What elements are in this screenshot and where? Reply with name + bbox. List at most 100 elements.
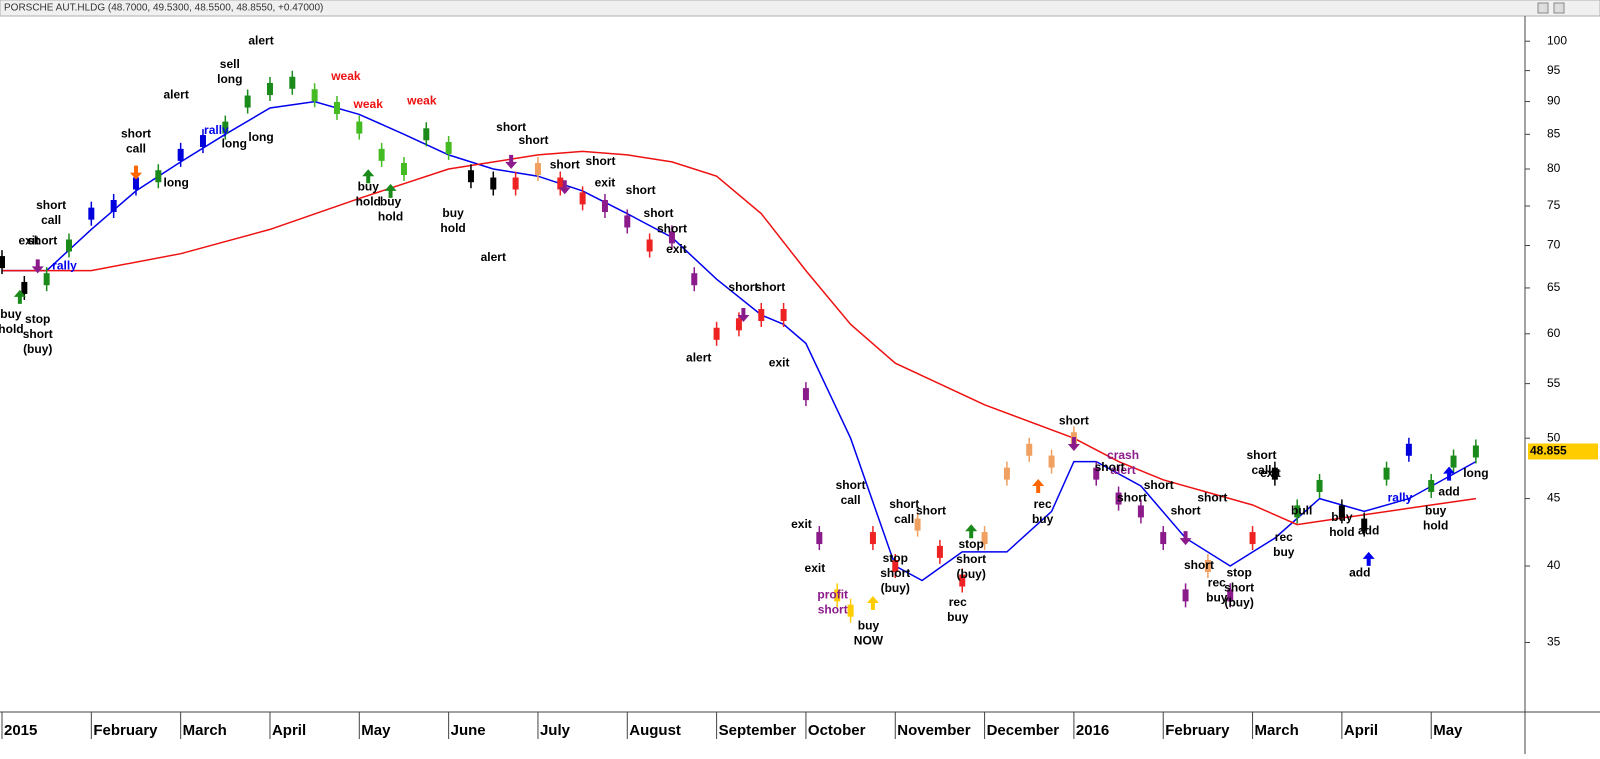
x-tick-label: July: [540, 722, 571, 739]
candle-body: [1271, 467, 1278, 480]
candle-body: [802, 388, 809, 401]
annotation: short: [889, 497, 919, 511]
signal-arrow: [558, 180, 571, 195]
annotation: buy: [1206, 591, 1228, 605]
annotation: crash: [1107, 448, 1139, 462]
candle-body: [735, 318, 742, 331]
candle-body: [601, 199, 608, 212]
annotation: short: [550, 158, 580, 172]
last-price-box: [1528, 443, 1598, 460]
last-price-label: 48.855: [1530, 444, 1567, 458]
annotation: short: [585, 154, 615, 168]
x-tick-label: March: [183, 722, 227, 739]
annotation: NOW: [854, 634, 884, 648]
annotation: rec: [1034, 497, 1052, 511]
x-tick-label: June: [451, 722, 486, 739]
annotation: short: [121, 126, 151, 140]
candle-body: [88, 207, 95, 220]
annotation: short: [23, 327, 53, 341]
candle-body: [43, 273, 50, 286]
annotation: add: [1349, 565, 1370, 579]
x-tick-label: 2015: [4, 722, 37, 739]
x-tick-label: February: [1165, 722, 1230, 739]
y-tick-label: 75: [1547, 198, 1561, 212]
annotation: rally: [1388, 491, 1413, 505]
annotation: buy: [1032, 512, 1054, 526]
signal-arrow: [1067, 436, 1080, 451]
candle-body: [1338, 505, 1345, 518]
candle-body: [1003, 467, 1010, 480]
annotation: sell: [220, 57, 240, 71]
annotation: call: [41, 213, 61, 227]
signal-arrow: [362, 169, 375, 184]
x-tick-label: May: [361, 722, 391, 739]
candle-body: [244, 95, 251, 108]
candle-body: [467, 170, 474, 183]
candle-body: [1115, 492, 1122, 505]
signal-arrow: [737, 308, 750, 323]
candle-body: [1093, 467, 1100, 480]
candle-body: [624, 215, 631, 228]
annotation: hold: [440, 221, 465, 235]
annotation: rec: [949, 595, 967, 609]
annotation: alert: [481, 250, 506, 264]
annotation: buy: [442, 206, 464, 220]
y-tick-label: 40: [1547, 558, 1561, 572]
annotation: alert: [686, 350, 711, 364]
annotation: call: [894, 512, 914, 526]
annotation: short: [518, 133, 548, 147]
candle-body: [1316, 479, 1323, 492]
candle-body: [713, 327, 720, 340]
candle-body: [691, 273, 698, 286]
y-tick-label: 45: [1547, 491, 1561, 505]
signal-arrow: [866, 595, 879, 610]
annotation: hold: [1423, 519, 1448, 533]
annotation: exit: [791, 517, 812, 531]
candle-body: [646, 239, 653, 252]
candle-body: [423, 128, 430, 141]
candle-body: [65, 239, 72, 252]
candle-body: [1383, 467, 1390, 480]
signal-arrow: [129, 165, 142, 180]
y-tick-label: 35: [1547, 635, 1561, 649]
candle-body: [1048, 455, 1055, 468]
x-tick-label: May: [1433, 722, 1463, 739]
candle-body: [892, 560, 899, 573]
candle-body: [490, 177, 497, 190]
moving-average: [2, 150, 1477, 526]
candle-body: [534, 163, 541, 176]
signal-arrow: [1032, 478, 1045, 493]
window-button[interactable]: [1553, 2, 1565, 14]
candle-body: [1249, 532, 1256, 545]
x-tick-label: April: [272, 722, 306, 739]
y-tick-label: 90: [1547, 94, 1561, 108]
candle-body: [132, 177, 139, 190]
annotation: rec: [1275, 530, 1293, 544]
annotation: short: [1059, 413, 1089, 427]
annotation: buy: [0, 307, 22, 321]
annotation: weak: [406, 94, 437, 108]
signal-arrow: [13, 289, 26, 304]
annotation: long: [222, 137, 247, 151]
y-tick-label: 60: [1547, 326, 1561, 340]
annotation: alert: [248, 33, 273, 47]
x-tick-label: April: [1344, 722, 1378, 739]
annotation: hold: [378, 209, 403, 223]
candle-body: [333, 101, 340, 114]
y-tick-label: 70: [1547, 238, 1561, 252]
annotation: short: [27, 234, 57, 248]
annotation: short: [755, 280, 785, 294]
annotation: stop: [959, 537, 984, 551]
candle-body: [445, 141, 452, 154]
candle-body: [155, 170, 162, 183]
annotation: alert: [164, 87, 189, 101]
annotation: short: [1197, 491, 1227, 505]
candle-body: [557, 177, 564, 190]
window-button[interactable]: [1537, 2, 1549, 14]
candle-body: [1137, 505, 1144, 518]
candle-body: [668, 231, 675, 244]
candle-body: [1182, 589, 1189, 602]
x-tick-label: October: [808, 722, 866, 739]
signal-arrow: [1443, 466, 1456, 481]
annotation: exit: [666, 242, 687, 256]
